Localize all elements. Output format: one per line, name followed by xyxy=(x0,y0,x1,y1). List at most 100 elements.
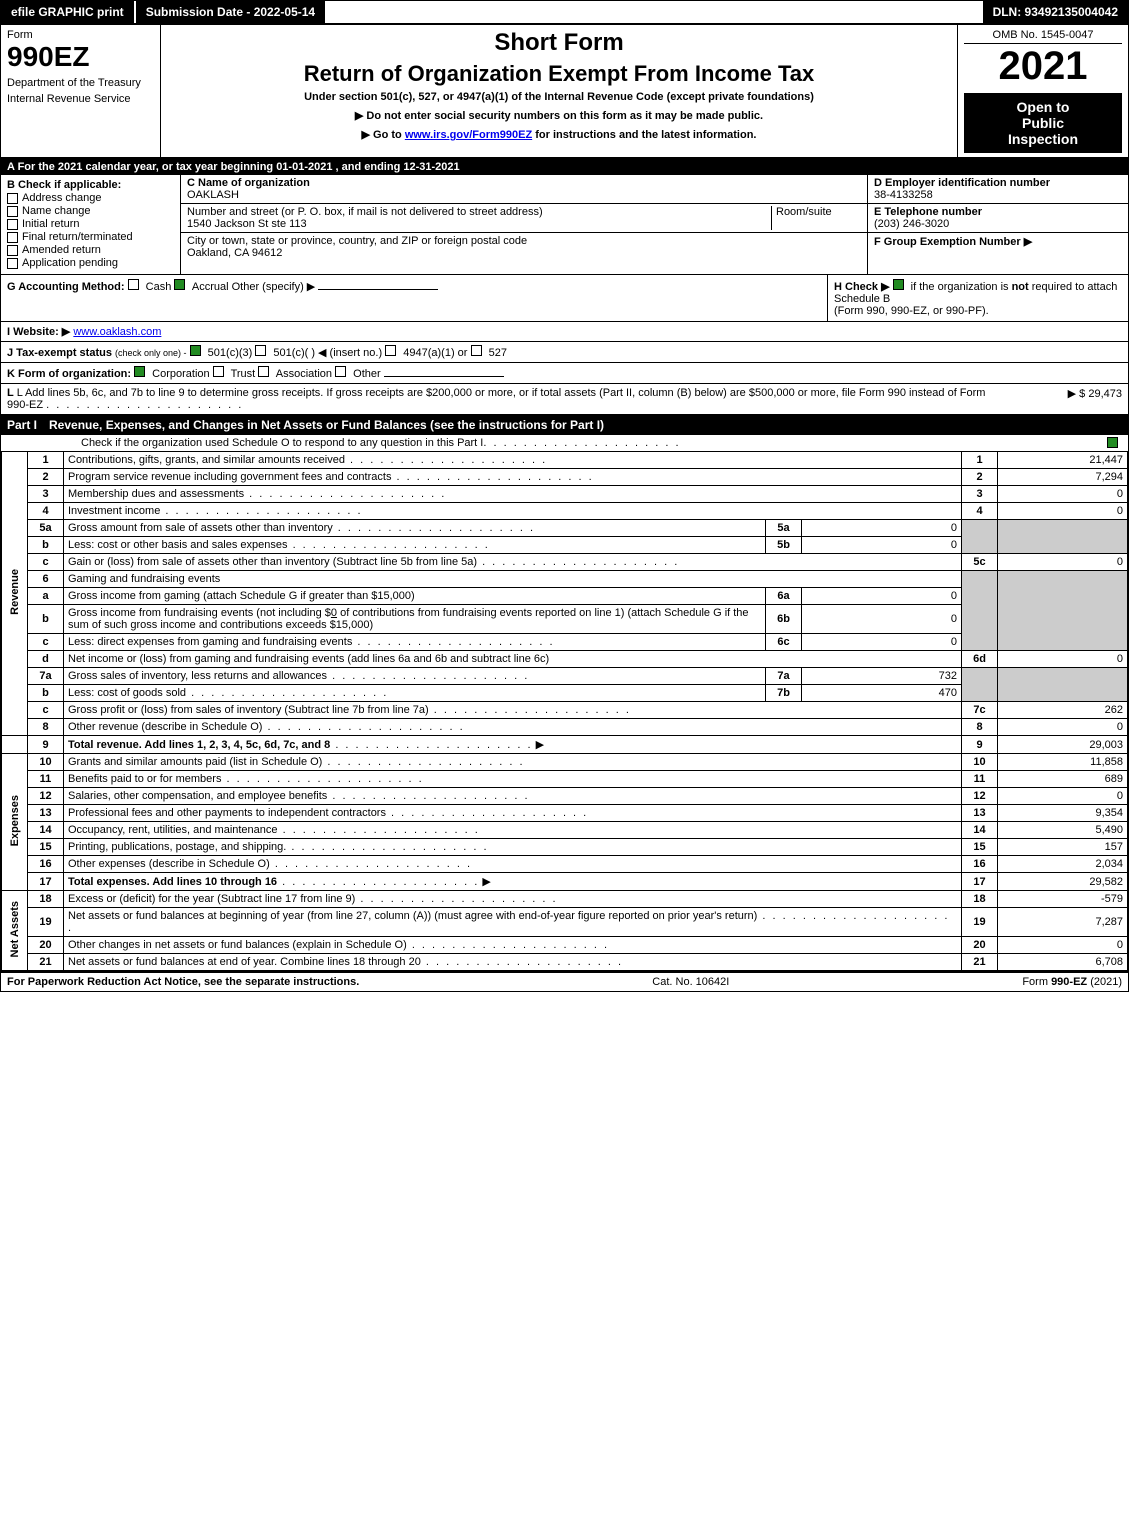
table-row: cGain or (loss) from sale of assets othe… xyxy=(2,554,1128,571)
h-label: H Check ▶ xyxy=(834,281,890,293)
line-rnum: 15 xyxy=(962,839,998,856)
addr-label: Number and street (or P. O. box, if mail… xyxy=(187,206,543,218)
sub-amt: 732 xyxy=(802,668,962,685)
col-de: D Employer identification number 38-4133… xyxy=(868,175,1128,274)
chk-amended-return[interactable] xyxy=(7,245,18,256)
efile-print-button[interactable]: efile GRAPHIC print xyxy=(1,1,136,23)
line-num: 5a xyxy=(28,520,64,537)
lbl-trust: Trust xyxy=(231,368,256,380)
row-i-website: I Website: ▶ www.oaklash.com xyxy=(1,322,1128,342)
line-amount: 11,858 xyxy=(998,754,1128,771)
line-desc: Total revenue. Add lines 1, 2, 3, 4, 5c,… xyxy=(64,736,962,754)
line-rnum: 19 xyxy=(962,908,998,937)
line-desc: Other changes in net assets or fund bala… xyxy=(64,937,962,954)
shaded-cell xyxy=(962,571,998,651)
lbl-cash: Cash xyxy=(146,281,172,293)
table-row: 21Net assets or fund balances at end of … xyxy=(2,954,1128,971)
chk-final-return[interactable] xyxy=(7,232,18,243)
chk-trust[interactable] xyxy=(213,366,224,377)
chk-name-change[interactable] xyxy=(7,206,18,217)
line-num: 20 xyxy=(28,937,64,954)
line-desc: Net assets or fund balances at end of ye… xyxy=(64,954,962,971)
row-j-tax-status: J Tax-exempt status (check only one) - 5… xyxy=(1,342,1128,363)
i-label: I Website: ▶ xyxy=(7,326,70,338)
lbl-corporation: Corporation xyxy=(152,368,209,380)
form-header: Form 990EZ Department of the Treasury In… xyxy=(1,25,1128,159)
netassets-label: Net Assets xyxy=(2,891,28,971)
chk-address-change[interactable] xyxy=(7,193,18,204)
line-rnum: 21 xyxy=(962,954,998,971)
line-num: 2 xyxy=(28,469,64,486)
f-group-label: F Group Exemption Number ▶ xyxy=(874,236,1032,248)
line-desc: Net assets or fund balances at beginning… xyxy=(64,908,962,937)
open-line1: Open to xyxy=(970,99,1116,115)
l-amount: ▶ $ 29,473 xyxy=(1002,387,1122,411)
row-gh: G Accounting Method: Cash Accrual Other … xyxy=(1,275,1128,322)
footer-center: Cat. No. 10642I xyxy=(652,976,729,988)
instruct-ssn: ▶ Do not enter social security numbers o… xyxy=(169,109,949,122)
chk-initial-return[interactable] xyxy=(7,219,18,230)
website-link[interactable]: www.oaklash.com xyxy=(73,326,161,338)
line-amount: 7,287 xyxy=(998,908,1128,937)
header-left: Form 990EZ Department of the Treasury In… xyxy=(1,25,161,157)
addr-value: 1540 Jackson St ste 113 xyxy=(187,218,307,230)
form-label: Form xyxy=(7,29,154,41)
chk-h[interactable] xyxy=(893,279,904,290)
h-not: not xyxy=(1012,281,1029,293)
blank-rotate xyxy=(2,736,28,754)
sub-amt: 0 xyxy=(802,605,962,634)
b-title: B Check if applicable: xyxy=(7,179,174,191)
lbl-501c3: 501(c)(3) xyxy=(208,347,253,359)
submission-date: Submission Date - 2022-05-14 xyxy=(136,1,327,23)
lbl-application-pending: Application pending xyxy=(22,257,118,269)
chk-schedule-o[interactable] xyxy=(1107,437,1118,448)
d-ein-value: 38-4133258 xyxy=(874,189,933,201)
line-amount: 9,354 xyxy=(998,805,1128,822)
line-desc: Membership dues and assessments xyxy=(64,486,962,503)
table-row: Revenue 1 Contributions, gifts, grants, … xyxy=(2,452,1128,469)
line-num: 9 xyxy=(28,736,64,754)
sub-amt: 0 xyxy=(802,634,962,651)
line-desc: Salaries, other compensation, and employ… xyxy=(64,788,962,805)
chk-application-pending[interactable] xyxy=(7,258,18,269)
irs-link[interactable]: www.irs.gov/Form990EZ xyxy=(405,129,532,141)
col-c-org-info: C Name of organization OAKLASH Number an… xyxy=(181,175,868,274)
shaded-cell xyxy=(962,668,998,702)
footer-right: Form 990-EZ (2021) xyxy=(1022,976,1122,988)
chk-association[interactable] xyxy=(258,366,269,377)
table-row: 9Total revenue. Add lines 1, 2, 3, 4, 5c… xyxy=(2,736,1128,754)
table-row: cGross profit or (loss) from sales of in… xyxy=(2,702,1128,719)
lbl-association: Association xyxy=(276,368,332,380)
g-label: G Accounting Method: xyxy=(7,281,125,293)
table-row: Expenses 10Grants and similar amounts pa… xyxy=(2,754,1128,771)
line-rnum: 1 xyxy=(962,452,998,469)
line-desc: Professional fees and other payments to … xyxy=(64,805,962,822)
sub-amt: 0 xyxy=(802,520,962,537)
line-rnum: 2 xyxy=(962,469,998,486)
other-input[interactable] xyxy=(318,289,438,290)
line-desc: Printing, publications, postage, and shi… xyxy=(64,839,962,856)
sub-num: 5b xyxy=(766,537,802,554)
footer: For Paperwork Reduction Act Notice, see … xyxy=(1,971,1128,991)
chk-501c3[interactable] xyxy=(190,345,201,356)
chk-corporation[interactable] xyxy=(134,366,145,377)
other-org-input[interactable] xyxy=(384,376,504,377)
chk-other-org[interactable] xyxy=(335,366,346,377)
lbl-4947: 4947(a)(1) or xyxy=(403,347,467,359)
line-rnum: 6d xyxy=(962,651,998,668)
lbl-initial-return: Initial return xyxy=(22,218,79,230)
line-desc: Gross amount from sale of assets other t… xyxy=(64,520,766,537)
e-phone-value: (203) 246-3020 xyxy=(874,218,949,230)
chk-4947[interactable] xyxy=(385,345,396,356)
part-i-sub: Check if the organization used Schedule … xyxy=(81,437,483,449)
chk-527[interactable] xyxy=(471,345,482,356)
line-amount: 0 xyxy=(998,788,1128,805)
chk-501c[interactable] xyxy=(255,345,266,356)
sub-num: 7b xyxy=(766,685,802,702)
chk-cash[interactable] xyxy=(128,279,139,290)
line-desc: Gain or (loss) from sale of assets other… xyxy=(64,554,962,571)
j-sub: (check only one) - xyxy=(115,348,187,358)
chk-accrual[interactable] xyxy=(174,279,185,290)
line-num: c xyxy=(28,554,64,571)
line-num: b xyxy=(28,605,64,634)
